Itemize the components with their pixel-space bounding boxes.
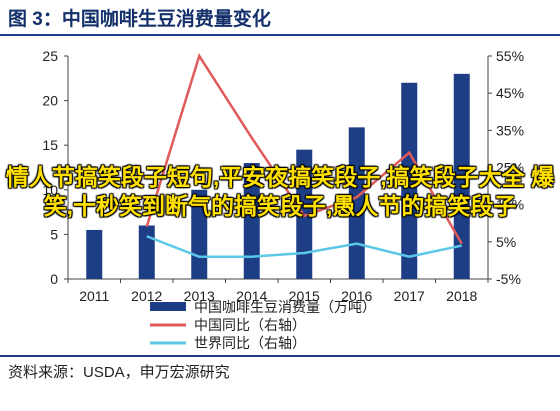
x-tick-label: 2018	[446, 288, 477, 304]
x-tick-label: 2013	[184, 288, 215, 304]
y-right-tick-label: 35%	[496, 122, 524, 138]
y-right-tick-label: 55%	[496, 48, 524, 64]
y-right-tick-label: 25%	[496, 160, 524, 176]
y-right-tick-label: -5%	[496, 271, 521, 287]
legend-label: 中国咖啡生豆消费量（万吨）	[194, 299, 376, 315]
bar-2013	[191, 189, 208, 279]
source-rule	[0, 355, 560, 357]
bar-2016	[348, 127, 365, 279]
legend-label: 世界同比（右轴）	[194, 335, 306, 351]
chart: 0 5 10 15 20 25 -5% 5% 15% 25% 35% 45% 55% 2011 2012 20…	[42, 48, 524, 351]
tick-labels: 0 5 10 15 20 25 -5% 5% 15% 25% 35% 45% 55% 2011 2012 20…	[42, 48, 524, 304]
y-right-tick-label: 15%	[496, 197, 524, 213]
chart-axes	[64, 55, 492, 283]
x-tick-label: 2012	[131, 288, 162, 304]
line-series	[145, 53, 463, 258]
y-left-tick-label: 20	[42, 93, 58, 109]
bar-2012	[138, 225, 155, 279]
legend-label: 中国同比（右轴）	[194, 317, 306, 333]
y-left-tick-label: 15	[42, 137, 58, 153]
bar-series	[86, 73, 470, 279]
bar-2014	[243, 163, 260, 279]
y-left-tick-label: 10	[42, 182, 58, 198]
bar-2017	[401, 82, 418, 279]
x-tick-label: 2017	[394, 288, 425, 304]
legend: 中国咖啡生豆消费量（万吨） 中国同比（右轴） 世界同比（右轴）	[150, 299, 376, 351]
y-left-tick-label: 0	[50, 271, 58, 287]
x-tick-label: 2011	[79, 288, 109, 304]
x-tick-label: 2015	[289, 288, 320, 304]
y-left-tick-label: 5	[50, 226, 58, 242]
legend-swatch-bar	[150, 302, 186, 311]
bar-2011	[86, 229, 103, 279]
y-right-tick-label: 45%	[496, 85, 524, 101]
bar-2018	[453, 73, 470, 279]
y-left-tick-label: 25	[42, 48, 58, 64]
source-note: 资料来源：USDA，申万宏源研究	[8, 364, 230, 381]
x-tick-label: 2014	[236, 288, 267, 304]
page-title: 图 3：中国咖啡生豆消费量变化	[8, 9, 271, 30]
x-tick-label: 2016	[341, 288, 372, 304]
y-right-tick-label: 5%	[496, 234, 516, 250]
title-rule	[0, 34, 560, 36]
